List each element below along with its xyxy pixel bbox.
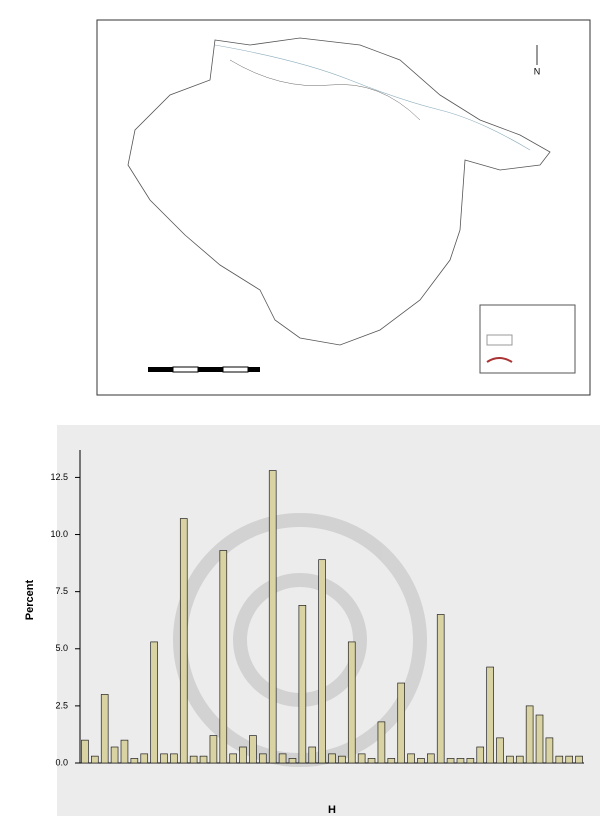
bar [199,755,208,764]
bar [179,518,188,764]
bar [387,758,396,764]
bar [308,746,317,764]
legend-swatch [486,357,513,363]
bar [160,753,168,764]
bar [91,755,99,764]
bar [506,755,514,764]
bar [545,737,554,764]
bar [565,755,573,764]
bar [268,470,277,764]
scale-bar [198,367,223,372]
bar [555,755,564,764]
scale-bar [222,366,249,373]
bar [110,746,119,764]
bar [427,753,435,764]
bar [476,746,485,764]
bar [456,758,465,764]
bar [229,753,237,764]
bar [407,753,415,764]
bar [298,605,307,764]
scale-bar [172,366,199,373]
scale-bar [248,367,260,372]
y-axis-label: Percent [24,579,36,620]
bar [189,755,198,764]
bar [367,758,376,764]
bar [357,753,366,764]
bar [318,559,326,764]
bar [436,614,445,764]
bar [496,737,504,764]
x-axis-label: H [328,804,336,816]
map-region [127,37,551,346]
bar [130,758,139,764]
bar [338,755,346,764]
bar [347,641,356,764]
map-contour [229,59,421,121]
bar [525,705,534,764]
bar [278,753,287,764]
bar [140,753,149,764]
bar [486,666,494,764]
bar [219,550,228,764]
bar [575,755,583,764]
y-tick-label: 5.0 [55,643,68,653]
bar [417,758,425,764]
bar [515,755,524,764]
bar [328,753,336,764]
bar [259,753,267,764]
bar [377,721,386,764]
bar [120,739,129,764]
y-tick-label: 7.5 [55,586,68,596]
bar [150,641,158,764]
y-tick-label: 12.5 [50,472,68,482]
bar [288,758,297,764]
bar [249,735,257,764]
y-tick-label: 2.5 [55,700,68,710]
bar [397,682,405,764]
bar [81,739,89,764]
bar [100,694,109,764]
bar [466,758,475,764]
y-tick-label: 0.0 [55,757,68,767]
bar [239,746,247,764]
chart-frame [57,425,600,816]
legend-swatch [486,334,513,346]
bar [535,714,544,764]
scale-bar [148,367,173,372]
north-label: N [534,66,541,76]
bar [170,753,178,764]
bar [446,758,455,764]
bar [209,735,218,764]
y-tick-label: 10.0 [50,529,68,539]
map-river [214,44,531,151]
